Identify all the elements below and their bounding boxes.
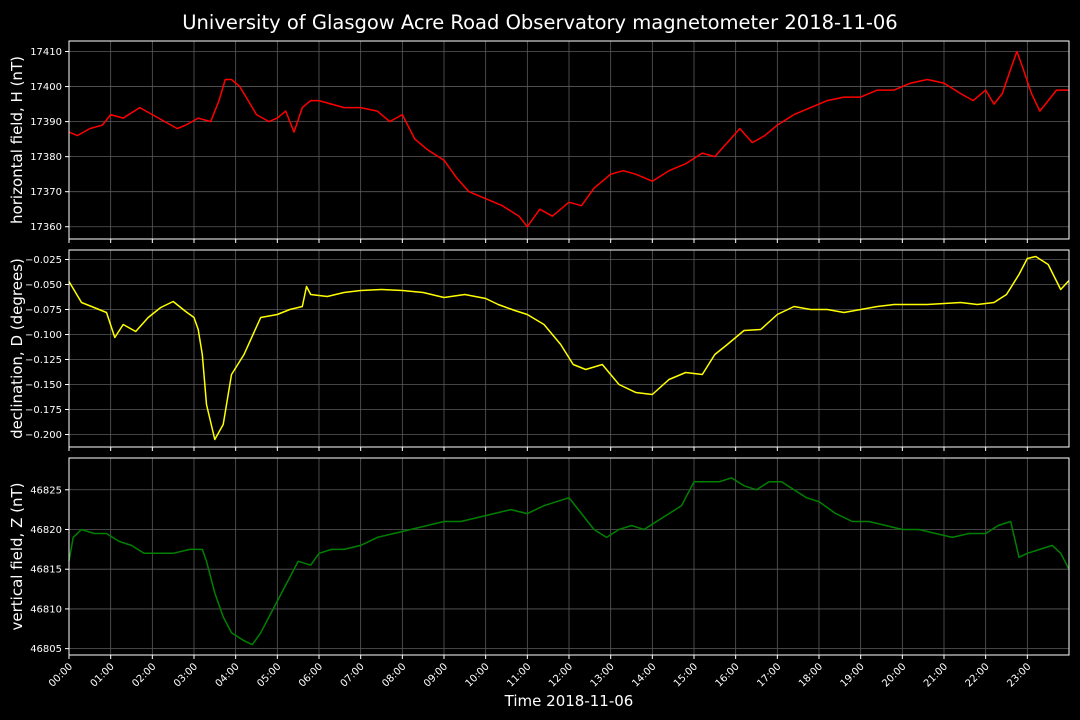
y-tick-label: −0.200: [25, 430, 62, 441]
y-tick-label: −0.075: [25, 305, 62, 316]
panel-declination: −0.200 −0.175 −0.150 −0.125 −0.100 −0.075 −0.0…: [8, 249, 1070, 451]
x-axis-label: Time 2018-11-06: [504, 692, 634, 710]
panel-vertical: 46805 46810 46815 46820 46825 vertical field,…: [8, 457, 1070, 659]
y-tick-label: 46805: [30, 644, 62, 655]
y-tick-label: −0.150: [25, 380, 62, 391]
y-tick-label: 17380: [30, 152, 62, 163]
series-line-vertical: [68, 477, 1070, 646]
series-line-declination: [68, 255, 1070, 441]
y-axis-label-declination: declination, D (degrees): [8, 258, 26, 439]
y-tick-label: 17410: [30, 47, 62, 58]
panels-group: 17360 17370 17380 17390 17400 17410 horizontal…: [8, 40, 1070, 659]
y-tick-label: 17360: [30, 222, 62, 233]
y-tick-label: −0.050: [25, 280, 62, 291]
chart-title: University of Glasgow Acre Road Observat…: [182, 11, 897, 34]
y-tick-label: −0.125: [25, 355, 62, 366]
y-tick-label: 46810: [30, 604, 62, 615]
y-tick-label: 46815: [30, 565, 62, 576]
y-tick-label: 46820: [30, 525, 62, 536]
y-axis-label-vertical: vertical field, Z (nT): [8, 482, 26, 630]
y-tick-label: −0.100: [25, 330, 62, 341]
grid-declination: [68, 250, 1069, 447]
y-tick-label: 46825: [30, 485, 62, 496]
y-axis-label-horizontal: horizontal field, H (nT): [8, 56, 26, 224]
y-tick-label: −0.175: [25, 405, 62, 416]
y-tick-label: 17370: [30, 187, 62, 198]
y-tick-label: 17400: [30, 82, 62, 93]
series-line-horizontal: [68, 50, 1069, 228]
panel-horizontal: 17360 17370 17380 17390 17400 17410 horizontal…: [8, 40, 1070, 243]
y-tick-label: −0.025: [25, 255, 62, 266]
y-tick-label: 17390: [30, 117, 62, 128]
